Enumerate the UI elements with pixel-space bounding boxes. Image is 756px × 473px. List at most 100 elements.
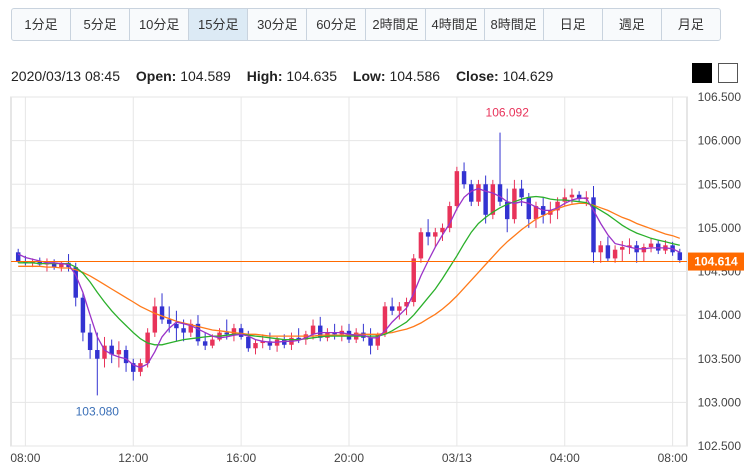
tab-1min[interactable]: 1分足 [12,9,72,40]
tab-15min[interactable]: 15分足 [189,9,249,40]
candle-body [433,232,438,237]
x-tick-label: 03/13 [442,451,472,465]
candle-body [605,245,611,259]
tab-2hour[interactable]: 2時間足 [366,9,426,40]
candle-body [375,334,380,346]
dark-theme-button[interactable] [692,63,712,83]
candle-body [389,306,395,311]
x-tick-label: 12:00 [118,451,148,465]
candle-body [620,247,625,250]
candle-body [15,252,21,262]
candle-body [87,332,93,351]
light-theme-button[interactable] [718,63,738,83]
candle-body [656,243,661,251]
tab-weekly[interactable]: 週足 [603,9,662,40]
candle-body [73,267,78,298]
moving-averages [17,187,681,369]
candle-body [454,171,460,207]
candle-body [404,302,409,307]
tab-4hour[interactable]: 4時間足 [426,9,485,40]
candle-body [95,350,100,359]
candle-body [202,341,208,346]
y-tick-label: 105.000 [698,221,742,235]
candle-body [303,334,309,340]
candle-body [59,262,64,268]
candle-body [181,328,186,333]
x-tick-label: 20:00 [334,451,364,465]
ma-short-line [17,187,681,369]
candle-body [253,343,258,349]
candle-body [188,323,194,333]
candle-body [440,227,445,233]
close-label: Close: [455,68,499,84]
candle-body [598,245,603,253]
candle-body [627,245,632,248]
y-tick-label: 105.500 [698,177,742,191]
candle-body [519,188,524,198]
candle-body [612,249,618,259]
candle-body [109,345,114,355]
x-tick-label: 08:00 [658,451,688,465]
candle-body [80,297,86,333]
candle-body [569,194,575,198]
candle-body [116,350,122,355]
candle-body [533,206,539,220]
x-axis-labels: 08:00 12:00 16:00 20:00 03/13 04:00 08:00 [10,451,688,465]
low-label: Low: [352,68,386,84]
candle-body [282,339,287,345]
tab-5min[interactable]: 5分足 [71,9,131,40]
extreme-price-label: 103.080 [76,404,120,418]
tab-30min[interactable]: 30分足 [248,9,308,40]
timeframe-tabs: 1分足 5分足 10分足 15分足 30分足 60分足 2時間足 4時間足 8時… [11,8,721,41]
tab-8hour[interactable]: 8時間足 [485,9,544,40]
candle-body [224,332,229,335]
candle-body [591,197,596,253]
y-tick-label: 106.500 [698,90,742,104]
candle-body [555,201,560,211]
y-tick-label: 104.000 [698,308,742,322]
candle-body [411,258,416,303]
y-tick-label: 103.500 [698,352,742,366]
tab-10min[interactable]: 10分足 [130,9,190,40]
candle-body [238,328,244,337]
y-tick-label: 103.000 [698,395,742,409]
ma-long-line [18,202,681,337]
candle-body [576,194,582,200]
candle-body [483,184,488,215]
candle-body [648,243,654,248]
candle-body [425,232,431,237]
candle-body [490,184,496,215]
close-value: 104.629 [502,68,554,84]
candle-body [152,306,158,333]
candle-body [51,262,57,268]
tab-60min[interactable]: 60分足 [307,9,367,40]
candle-body [174,323,179,329]
candle-body [641,247,647,253]
candle-body [37,261,42,265]
candle-body [368,337,373,346]
candle-body [476,184,481,202]
chart-overlay: 104.614 106.092 103.080 [11,106,744,418]
x-tick-label: 08:00 [10,451,40,465]
x-tick-label: 16:00 [226,451,256,465]
candle-body [123,350,129,364]
candle-body [267,341,273,346]
high-label: High: [246,68,283,84]
candle-body [318,325,323,338]
low-value: 104.586 [389,68,441,84]
candle-body [231,328,237,335]
tab-monthly[interactable]: 月足 [677,17,704,32]
y-tick-label: 102.500 [698,439,742,453]
extreme-price-label: 106.092 [486,106,530,120]
candle-body [260,341,265,344]
current-price-tag [688,252,744,271]
candle-body [296,337,301,340]
candle-body [497,184,503,202]
open-label: Open: [135,68,177,84]
candle-body [397,306,402,311]
x-tick-label: 04:00 [550,451,580,465]
ohlc-readout: 2020/03/13 08:45 Open: 104.589 High: 104… [11,68,553,84]
candle-body [447,206,452,228]
tab-daily[interactable]: 日足 [544,9,603,40]
